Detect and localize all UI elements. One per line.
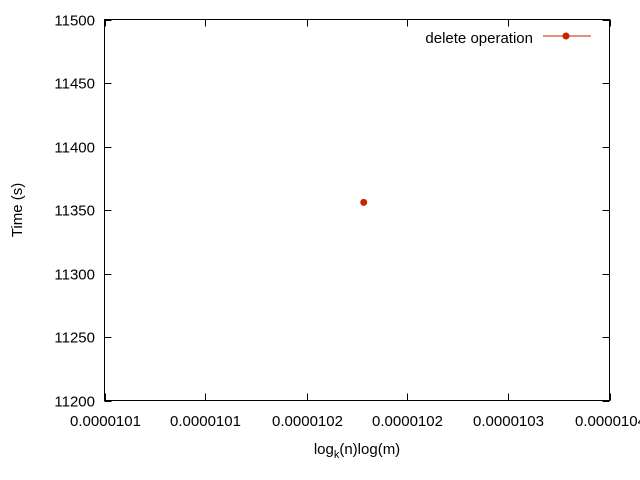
x-axis-label-suffix: (n)log(m) (339, 441, 400, 458)
x-axis-ticks: 0.0000101 0.0000101 0.0000102 0.0000102 0.00… (70, 19, 640, 430)
data-points (360, 198, 368, 206)
y-tick-label: 11200 (54, 394, 95, 411)
y-tick-label: 11450 (54, 76, 95, 93)
y-tick-label: 11350 (54, 203, 95, 220)
y-tick-label: 11500 (54, 13, 95, 30)
x-axis-label-prefix: log (314, 441, 334, 458)
legend-label: delete operation (425, 30, 533, 47)
plot-frame (104, 19, 610, 401)
y-tick-label: 11250 (54, 330, 95, 347)
x-axis-label: logk(n)log(m) (314, 441, 400, 461)
y-axis-label: Time (s) (9, 183, 26, 237)
legend: delete operation (425, 30, 591, 47)
x-tick-label: 0.0000102 (272, 413, 343, 430)
x-axis-label-subscript: k (334, 449, 340, 461)
y-axis-ticks: 11200 11250 11300 11350 11400 11450 11500 (54, 13, 610, 411)
x-tick-label: 0.0000101 (170, 413, 241, 430)
x-tick-label: 0.0000101 (70, 413, 141, 430)
legend-marker (562, 32, 570, 40)
x-tick-label: 0.0000103 (473, 413, 544, 430)
y-tick-label: 11400 (54, 140, 95, 157)
data-point (360, 198, 368, 206)
x-tick-label: 0.0000102 (372, 413, 443, 430)
y-tick-label: 11300 (54, 267, 95, 284)
x-tick-label: 0.0000104 (575, 413, 640, 430)
